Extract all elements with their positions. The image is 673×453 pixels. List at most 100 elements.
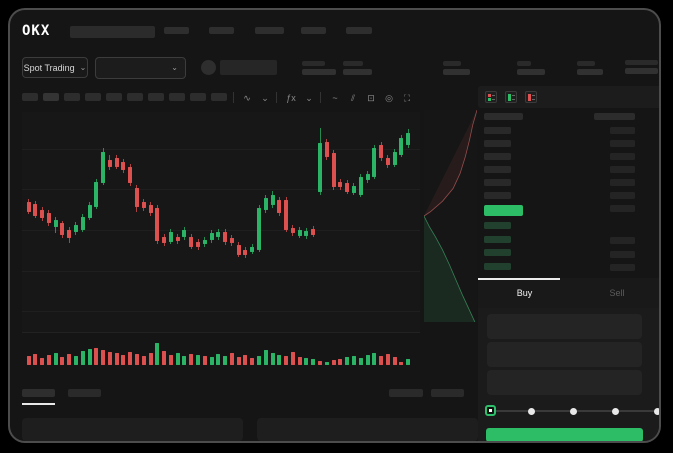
book-mode-asks-icon[interactable] [525,91,537,103]
candle-body [162,237,167,243]
chevron-down-icon: ⌄ [79,62,87,72]
volume-bar [236,357,241,365]
buy-button[interactable] [486,428,643,441]
slider-stop-50[interactable] [570,408,577,415]
timeframe-button[interactable] [22,93,38,101]
bottom-panel-left[interactable] [22,418,243,441]
nav-item[interactable] [301,27,326,34]
candle-body [73,225,78,232]
candlestick-chart[interactable] [22,112,420,333]
volume-bar [223,356,228,365]
timeframe-button[interactable] [43,93,59,101]
bid-row[interactable] [484,222,511,229]
book-col-header [594,113,635,120]
candle-body [33,204,38,216]
book-mode-bids-icon[interactable] [505,91,517,103]
candle-body [67,230,72,238]
candle-body [46,213,51,223]
order-form [478,308,659,441]
ask-row[interactable] [484,140,511,147]
candle-body [385,158,390,165]
ask-row[interactable] [484,153,511,160]
tab-sell[interactable]: Sell [609,288,625,298]
settings-icon[interactable]: ◎ [385,93,393,103]
bottom-tab[interactable] [22,389,55,397]
ask-row[interactable] [484,179,511,186]
volume-bar [26,356,31,365]
amount-slider[interactable] [478,400,659,422]
camera-icon[interactable]: ⊡ [367,93,375,103]
candle-body [304,231,309,236]
candle-body [250,247,255,252]
nav-item[interactable] [346,27,372,34]
chevron-down-icon: ⌄ [171,63,178,72]
total-input[interactable] [487,370,642,395]
stat-value [577,69,603,75]
volume-bar [60,357,65,365]
volume-bar [121,355,126,365]
bottom-action[interactable] [389,389,423,397]
price-input[interactable] [487,314,642,339]
indicators-chevron-icon[interactable]: ⌄ [305,93,313,103]
timeframe-button[interactable] [169,93,185,101]
active-tab-indicator [478,278,560,280]
line-style-icon[interactable]: ∿ [243,93,251,103]
stat-label [517,61,531,66]
pair-avatar[interactable] [201,60,216,75]
book-mode-combined-icon[interactable] [485,91,497,103]
volume-bar [379,356,384,365]
timeframe-button[interactable] [190,93,206,101]
slider-stop-75[interactable] [611,408,619,415]
candle-body [243,250,248,255]
timeframe-button[interactable] [106,93,122,101]
amount-input[interactable] [487,342,642,367]
bottom-action[interactable] [431,389,464,397]
market-type-label: Spot Trading [23,62,75,73]
book-amount-row [610,166,635,173]
volume-bar [155,343,160,365]
ask-row[interactable] [484,192,511,199]
timeframe-button[interactable] [85,93,101,101]
toolbar-separator [233,92,234,103]
candle-body [392,152,397,165]
timeframe-button[interactable] [64,93,80,101]
volume-pane [22,338,420,366]
volume-bar [202,356,207,365]
timeframe-button[interactable] [211,93,227,101]
bid-row[interactable] [484,249,511,256]
ask-row[interactable] [484,166,511,173]
bid-row[interactable] [484,236,511,243]
candle-body [406,133,411,145]
toolbar-separator [276,92,277,103]
book-amount-row [610,251,635,258]
candle-body [263,198,268,210]
bid-row[interactable] [484,263,511,270]
line-style-chevron-icon[interactable]: ⌄ [261,93,269,103]
slider-stop-25[interactable] [528,408,536,415]
candle-body [331,153,336,187]
ask-row[interactable] [484,127,511,134]
gridline [22,189,420,190]
compare-icon[interactable]: ~ [332,93,338,103]
last-price-block[interactable] [484,205,523,216]
bottom-tab[interactable] [68,389,101,397]
timeframe-button[interactable] [148,93,164,101]
fullscreen-icon[interactable]: ⛶ [403,93,411,103]
volume-bar [53,353,58,365]
drawing-tools-icon[interactable]: ⫽ [350,93,355,103]
market-type-selector[interactable]: Spot Trading ⌄ [22,57,88,78]
timeframe-button[interactable] [127,93,143,101]
slider-handle[interactable] [485,405,496,416]
pair-dropdown[interactable]: ⌄ [95,57,186,79]
slider-stop-100[interactable] [653,408,659,415]
search-block[interactable] [220,60,277,75]
candle-body [257,208,262,250]
tab-buy[interactable]: Buy [516,288,533,298]
nav-item[interactable] [255,27,284,34]
indicators-fx-icon[interactable]: ƒx [286,93,296,103]
nav-item[interactable] [209,27,234,34]
volume-bar [101,350,106,365]
nav-item[interactable] [164,27,189,34]
bottom-panel-right[interactable] [257,418,478,441]
candle-body [53,220,58,227]
